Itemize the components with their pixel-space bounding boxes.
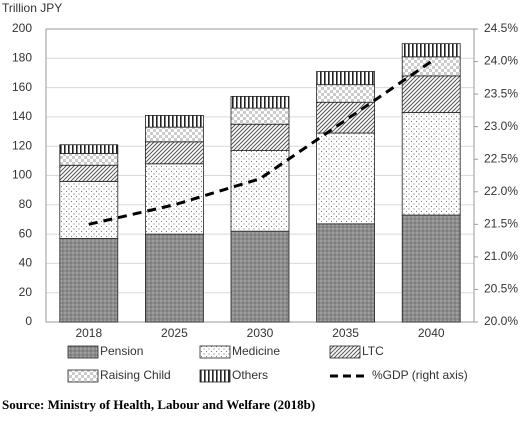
x-tick-label: 2018 <box>75 326 102 340</box>
bar-segment <box>316 223 376 323</box>
legend-label: Pension <box>100 344 143 358</box>
y2-tick-label: 20.0% <box>484 314 518 328</box>
x-tick-label: 2030 <box>247 326 274 340</box>
y2-tick-label: 20.5% <box>484 282 518 296</box>
bar-segment <box>316 84 376 103</box>
legend-swatch <box>67 345 99 359</box>
y-tick-label: 80 <box>19 197 33 211</box>
bar-segment <box>401 43 461 58</box>
y2-tick-label: 23.0% <box>484 119 518 133</box>
y-tick-label: 120 <box>12 138 32 152</box>
y2-tick-label: 23.5% <box>484 86 518 100</box>
bar-segment <box>230 107 290 125</box>
y-tick-label: 20 <box>19 285 33 299</box>
y-tick-label: 40 <box>19 256 33 270</box>
y-tick-label: 100 <box>12 168 32 182</box>
bar-segment <box>230 123 290 151</box>
bar-segment <box>401 56 461 77</box>
y-tick-label: 60 <box>19 226 33 240</box>
legend-label: Raising Child <box>100 368 171 382</box>
y-tick-label: 140 <box>12 109 32 123</box>
source: Source: Ministry of Health, Labour and W… <box>2 397 315 412</box>
bar-segment <box>230 230 290 323</box>
y-tick-label: 0 <box>25 314 32 328</box>
line <box>88 60 433 226</box>
x-tick-label: 2035 <box>332 326 359 340</box>
legend-swatch <box>199 345 231 359</box>
y-tick-label: 200 <box>12 21 32 35</box>
legend-swatch <box>329 345 361 359</box>
y2-tick-label: 24.0% <box>484 54 518 68</box>
x-tick-label: 2040 <box>418 326 445 340</box>
legend-label: %GDP (right axis) <box>372 368 468 382</box>
legend-label: Medicine <box>232 344 280 358</box>
bar-segment <box>316 132 376 225</box>
legend-label: LTC <box>362 344 384 358</box>
legend-swatch <box>67 369 99 383</box>
bar-segment <box>59 180 119 239</box>
bar-segment <box>59 238 119 323</box>
bar-segment <box>401 112 461 216</box>
y2-tick-label: 21.5% <box>484 217 518 231</box>
bar-segment <box>59 164 119 182</box>
bar-segment <box>59 144 119 154</box>
bar-segment <box>401 75 461 113</box>
y2-tick-label: 24.5% <box>484 21 518 35</box>
y-axis-title: Trillion JPY <box>2 1 62 15</box>
bar-segment <box>59 153 119 166</box>
bar-segment <box>401 214 461 323</box>
y2-tick-label: 22.5% <box>484 151 518 165</box>
bar-segment <box>144 141 204 165</box>
y-tick-label: 180 <box>12 50 32 64</box>
bar-segment <box>316 71 376 86</box>
legend-label: Others <box>232 368 268 382</box>
bar-segment <box>230 95 290 109</box>
x-tick-label: 2025 <box>161 326 188 340</box>
bar-segment <box>230 150 290 232</box>
bar-segment <box>144 233 204 323</box>
y-tick-label: 160 <box>12 80 32 94</box>
bar-segment <box>144 126 204 143</box>
y2-tick-label: 21.0% <box>484 249 518 263</box>
bar-segment <box>144 115 204 128</box>
y2-tick-label: 22.0% <box>484 184 518 198</box>
legend-swatch <box>199 369 231 383</box>
